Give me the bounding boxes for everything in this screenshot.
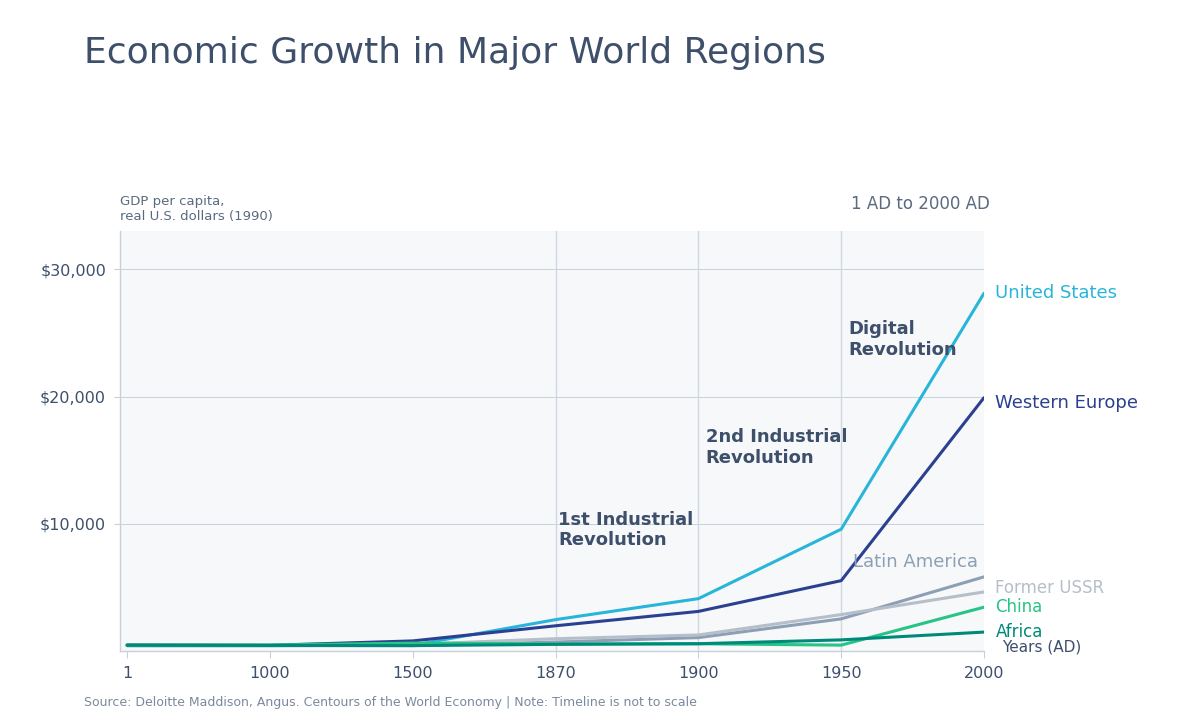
Text: China: China (996, 598, 1043, 616)
Text: Western Europe: Western Europe (996, 394, 1139, 412)
Text: Source: Deloitte Maddison, Angus. Centours of the World Economy | Note: Timeline: Source: Deloitte Maddison, Angus. Centou… (84, 696, 697, 709)
Text: Economic Growth in Major World Regions: Economic Growth in Major World Regions (84, 36, 826, 70)
Text: United States: United States (996, 284, 1117, 302)
Text: Former USSR: Former USSR (996, 579, 1104, 597)
Text: GDP per capita,
real U.S. dollars (1990): GDP per capita, real U.S. dollars (1990) (120, 195, 272, 223)
Text: 2nd Industrial
Revolution: 2nd Industrial Revolution (706, 428, 847, 467)
Text: Africa: Africa (996, 623, 1043, 641)
Text: Latin America: Latin America (853, 553, 978, 570)
Text: Years (AD): Years (AD) (1002, 640, 1081, 654)
Text: 1 AD to 2000 AD: 1 AD to 2000 AD (851, 195, 990, 213)
Text: 1st Industrial
Revolution: 1st Industrial Revolution (558, 510, 694, 549)
Text: Digital
Revolution: Digital Revolution (848, 320, 956, 359)
